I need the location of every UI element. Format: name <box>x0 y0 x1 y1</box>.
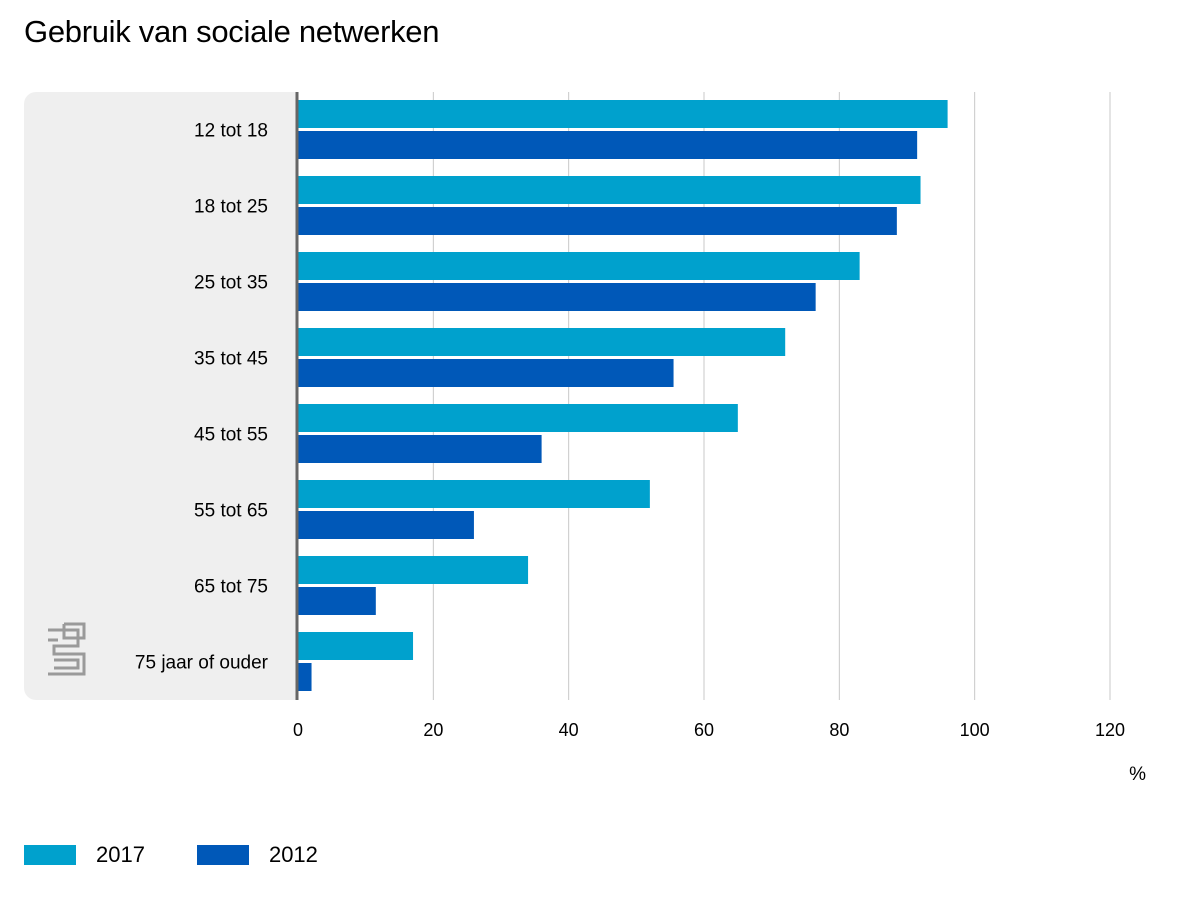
legend-swatch-2012 <box>196 845 249 865</box>
category-panel <box>24 92 314 700</box>
bar-18-tot-25-2017[interactable] <box>298 176 921 204</box>
category-label-65-tot-75: 65 tot 75 <box>194 577 268 598</box>
bar-55-tot-65-2017[interactable] <box>298 480 650 508</box>
bar-45-tot-55-2017[interactable] <box>298 404 738 432</box>
bar-65-tot-75-2012[interactable] <box>298 587 376 615</box>
bar-75-jaar-of-ouder-2017[interactable] <box>298 632 414 660</box>
x-tick-label-120: 120 <box>1095 720 1125 740</box>
category-label-75-jaar-of-ouder: 75 jaar of ouder <box>135 653 269 674</box>
bar-35-tot-45-2017[interactable] <box>298 328 786 356</box>
legend-swatch-2017 <box>24 845 76 865</box>
chart-title: Gebruik van sociale netwerken <box>24 14 440 49</box>
category-label-45-tot-55: 45 tot 55 <box>194 425 268 446</box>
x-tick-label-80: 80 <box>829 720 849 740</box>
x-tick-label-0: 0 <box>293 720 303 740</box>
legend-item-2017[interactable]: 2017 <box>24 842 145 868</box>
bar-chart: 0 20 40 60 80 100 120 12 tot 18 18 tot 25 25 tot … <box>24 92 1146 785</box>
x-tick-label-40: 40 <box>559 720 579 740</box>
x-unit-label: % <box>1129 764 1146 785</box>
bar-55-tot-65-2012[interactable] <box>298 511 474 539</box>
legend-item-2012[interactable]: 2012 <box>196 842 318 868</box>
x-tick-label-60: 60 <box>694 720 714 740</box>
bar-65-tot-75-2017[interactable] <box>298 556 529 584</box>
bar-75-jaar-of-ouder-2012[interactable] <box>298 663 312 691</box>
legend: 2017 2012 <box>24 842 370 868</box>
bar-18-tot-25-2012[interactable] <box>298 207 897 235</box>
category-label-35-tot-45: 35 tot 45 <box>194 349 268 370</box>
cbs-logo-icon <box>48 622 86 676</box>
category-label-25-tot-35: 25 tot 35 <box>194 273 268 294</box>
x-tick-label-100: 100 <box>960 720 990 740</box>
category-label-18-tot-25: 18 tot 25 <box>194 197 268 218</box>
bar-12-tot-18-2017[interactable] <box>298 100 948 128</box>
bar-12-tot-18-2012[interactable] <box>298 131 918 159</box>
category-label-55-tot-65: 55 tot 65 <box>194 501 268 522</box>
plot-area-edge <box>296 92 316 700</box>
bar-25-tot-35-2012[interactable] <box>298 283 816 311</box>
bar-45-tot-55-2012[interactable] <box>298 435 542 463</box>
legend-label-2017: 2017 <box>96 842 145 867</box>
category-label-12-tot-18: 12 tot 18 <box>194 121 268 142</box>
bar-25-tot-35-2017[interactable] <box>298 252 860 280</box>
bar-35-tot-45-2012[interactable] <box>298 359 674 387</box>
legend-label-2012: 2012 <box>268 842 318 867</box>
x-tick-label-20: 20 <box>423 720 443 740</box>
